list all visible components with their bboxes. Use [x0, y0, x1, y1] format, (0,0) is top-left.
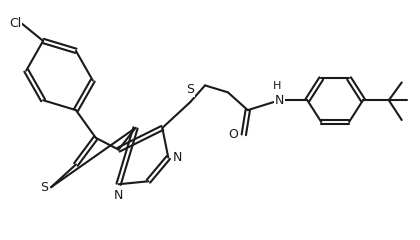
Text: O: O — [228, 128, 238, 141]
Text: N: N — [173, 151, 183, 164]
Text: N: N — [275, 94, 284, 107]
Text: S: S — [40, 181, 48, 194]
Text: S: S — [186, 83, 194, 96]
Text: N: N — [114, 189, 123, 202]
Text: H: H — [273, 81, 282, 91]
Text: Cl: Cl — [9, 17, 21, 30]
